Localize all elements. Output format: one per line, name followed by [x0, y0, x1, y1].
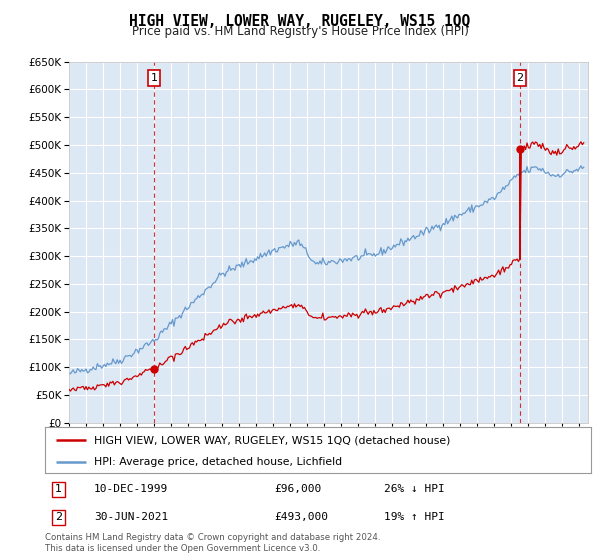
Text: HIGH VIEW, LOWER WAY, RUGELEY, WS15 1QQ (detached house): HIGH VIEW, LOWER WAY, RUGELEY, WS15 1QQ … [94, 435, 451, 445]
Text: £96,000: £96,000 [274, 484, 322, 494]
Text: Contains HM Land Registry data © Crown copyright and database right 2024.
This d: Contains HM Land Registry data © Crown c… [45, 533, 380, 553]
Text: £493,000: £493,000 [274, 512, 328, 522]
Text: 2: 2 [55, 512, 62, 522]
Text: 19% ↑ HPI: 19% ↑ HPI [383, 512, 444, 522]
Text: 30-JUN-2021: 30-JUN-2021 [94, 512, 169, 522]
Text: HIGH VIEW, LOWER WAY, RUGELEY, WS15 1QQ: HIGH VIEW, LOWER WAY, RUGELEY, WS15 1QQ [130, 14, 470, 29]
Text: 26% ↓ HPI: 26% ↓ HPI [383, 484, 444, 494]
Text: 2: 2 [517, 73, 523, 83]
Text: HPI: Average price, detached house, Lichfield: HPI: Average price, detached house, Lich… [94, 457, 342, 466]
Text: 1: 1 [151, 73, 158, 83]
Text: 10-DEC-1999: 10-DEC-1999 [94, 484, 169, 494]
Text: Price paid vs. HM Land Registry's House Price Index (HPI): Price paid vs. HM Land Registry's House … [131, 25, 469, 38]
Text: 1: 1 [55, 484, 62, 494]
